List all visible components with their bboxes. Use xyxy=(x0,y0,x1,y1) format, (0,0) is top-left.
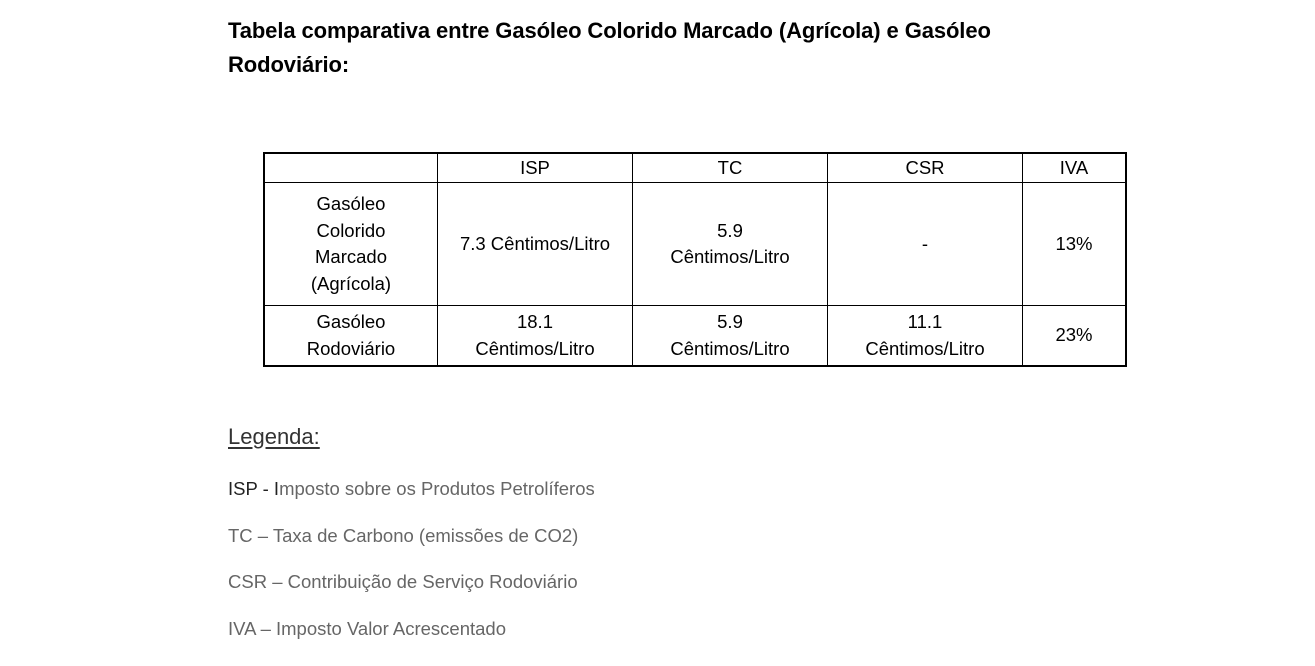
row-label-line: Colorido xyxy=(316,219,386,241)
legend-text: mposto sobre os Produtos Petrolíferos xyxy=(279,478,595,499)
cell-rodoviario-iva: 23% xyxy=(1022,305,1127,367)
header-cell-iva: IVA xyxy=(1022,152,1127,183)
header-cell-isp: ISP xyxy=(437,152,633,183)
cell-agricola-iva: 13% xyxy=(1022,182,1127,306)
cell-text: 23% xyxy=(1055,324,1093,346)
cell-text: 5.9 xyxy=(717,311,743,332)
table-row: Gasóleo Colorido Marcado (Agrícola) 7.3 … xyxy=(263,182,1127,306)
comparison-table: ISP TC CSR IVA Gasóleo Colorido Marcado … xyxy=(263,152,1127,367)
row-label-line: (Agrícola) xyxy=(310,272,392,294)
legend-text: TC – Taxa de Carbono (emissões de CO2) xyxy=(228,525,579,546)
row-label-line: Marcado xyxy=(315,246,387,267)
header-cell-csr: CSR xyxy=(827,152,1023,183)
cell-rodoviario-tc: 5.9 Cêntimos/Litro xyxy=(632,305,828,367)
legend-text: CSR – Contribuição de Serviço Rodoviário xyxy=(228,571,578,592)
legend-item-tc: TC – Taxa de Carbono (emissões de CO2) xyxy=(228,525,578,547)
row-label-line: Gasóleo xyxy=(316,193,386,214)
legend-item-iva: IVA – Imposto Valor Acrescentado xyxy=(228,618,506,640)
header-cell-empty xyxy=(263,152,438,183)
cell-text: Cêntimos/Litro xyxy=(670,246,790,267)
cell-agricola-isp: 7.3 Cêntimos/Litro xyxy=(437,182,633,306)
document-title: Tabela comparativa entre Gasóleo Colorid… xyxy=(228,18,991,77)
header-cell-tc: TC xyxy=(632,152,828,183)
legend-text: IVA – Imposto Valor Acrescentado xyxy=(228,618,506,639)
cell-text: Cêntimos/Litro xyxy=(865,337,985,359)
cell-text: Cêntimos/Litro xyxy=(475,337,595,359)
table-row: Gasóleo Rodoviário 18.1 Cêntimos/Litro 5… xyxy=(263,305,1127,367)
cell-agricola-csr: - xyxy=(827,182,1023,306)
cell-text: 11.1 xyxy=(907,311,943,332)
cell-text: 13% xyxy=(1055,232,1093,254)
legend-abbr: ISP - I xyxy=(228,478,280,499)
legend-title: Legenda: xyxy=(228,424,320,449)
row-label-line: Gasóleo xyxy=(316,311,386,332)
table-header-row: ISP TC CSR IVA xyxy=(263,152,1127,183)
legend-item-isp: ISP - Imposto sobre os Produtos Petrolíf… xyxy=(228,478,595,500)
cell-agricola-tc: 5.9 Cêntimos/Litro xyxy=(632,182,828,306)
cell-text: - xyxy=(921,232,929,254)
row-label-agricola: Gasóleo Colorido Marcado (Agrícola) xyxy=(263,182,438,306)
cell-text: 18.1 xyxy=(516,311,553,332)
row-label-line: Rodoviário xyxy=(306,337,396,359)
row-label-rodoviario: Gasóleo Rodoviário xyxy=(263,305,438,367)
cell-text: 7.3 Cêntimos/Litro xyxy=(459,232,611,254)
cell-rodoviario-csr: 11.1 Cêntimos/Litro xyxy=(827,305,1023,367)
cell-text: 5.9 xyxy=(717,219,743,241)
cell-text: Cêntimos/Litro xyxy=(670,337,790,359)
legend-item-csr: CSR – Contribuição de Serviço Rodoviário xyxy=(228,571,578,593)
cell-rodoviario-isp: 18.1 Cêntimos/Litro xyxy=(437,305,633,367)
